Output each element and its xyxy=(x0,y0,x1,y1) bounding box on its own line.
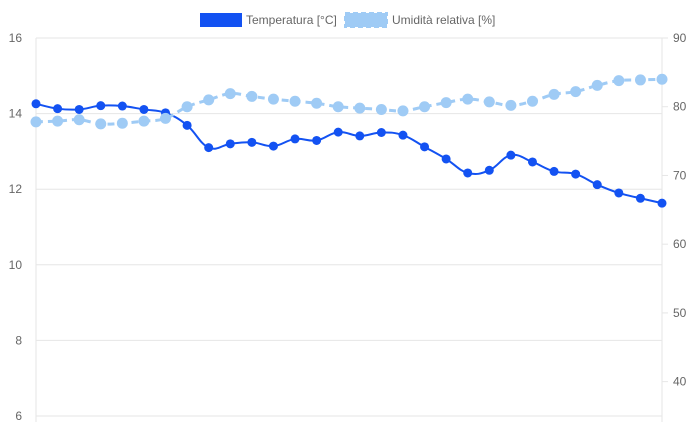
data-point-temperatura xyxy=(420,142,430,152)
data-point-umidita xyxy=(95,118,107,130)
y2-tick-label: 60 xyxy=(673,237,687,251)
series-layer xyxy=(30,73,668,208)
data-point-umidita xyxy=(289,95,301,107)
data-point-temperatura xyxy=(441,154,451,164)
data-point-umidita xyxy=(332,101,344,113)
data-point-umidita xyxy=(160,112,172,124)
y2-tick-label: 90 xyxy=(673,31,687,45)
data-point-temperatura xyxy=(549,166,559,176)
data-point-temperatura xyxy=(333,127,343,137)
legend-label-umidita: Umidità relativa [%] xyxy=(392,13,495,27)
legend: Temperatura [°C] Umidità relativa [%] xyxy=(200,12,495,28)
data-point-temperatura xyxy=(290,134,300,144)
data-point-temperatura xyxy=(527,157,537,167)
data-point-umidita xyxy=(354,102,366,114)
data-point-umidita xyxy=(224,88,236,100)
data-point-temperatura xyxy=(312,135,322,145)
data-point-temperatura xyxy=(31,99,41,109)
data-point-temperatura xyxy=(182,120,192,130)
data-point-umidita xyxy=(138,115,150,127)
data-point-umidita xyxy=(246,90,258,102)
y-tick-label: 14 xyxy=(9,107,23,121)
data-point-umidita xyxy=(505,99,517,111)
data-point-umidita xyxy=(419,101,431,113)
data-point-temperatura xyxy=(225,139,235,149)
data-point-umidita xyxy=(375,103,387,115)
data-point-umidita xyxy=(203,94,215,106)
data-point-temperatura xyxy=(614,188,624,198)
grid-lines xyxy=(36,37,662,417)
data-point-umidita xyxy=(267,93,279,105)
series-line-umidita xyxy=(35,77,663,126)
y-tick-label: 8 xyxy=(15,333,22,347)
y-tick-label: 12 xyxy=(9,182,23,196)
data-point-umidita xyxy=(462,93,474,105)
data-point-umidita xyxy=(52,115,64,127)
y2-tick-label: 50 xyxy=(673,306,687,320)
y-tick-label: 6 xyxy=(15,409,22,422)
data-point-temperatura xyxy=(117,101,127,111)
data-point-temperatura xyxy=(571,169,581,179)
data-point-temperatura xyxy=(74,104,84,114)
data-point-temperatura xyxy=(376,128,386,137)
data-point-umidita xyxy=(73,114,85,126)
data-point-umidita xyxy=(526,95,538,107)
data-point-umidita xyxy=(440,97,452,109)
legend-label-temperatura: Temperatura [°C] xyxy=(246,13,337,27)
data-point-temperatura xyxy=(635,193,645,203)
legend-swatch-umidita xyxy=(344,12,388,28)
data-point-umidita xyxy=(548,88,560,100)
data-point-umidita xyxy=(634,74,646,86)
data-point-temperatura xyxy=(657,198,667,208)
data-point-umidita xyxy=(397,105,409,117)
data-point-temperatura xyxy=(355,131,365,141)
data-point-umidita xyxy=(591,79,603,91)
data-point-temperatura xyxy=(139,104,149,114)
y-tick-label: 16 xyxy=(9,31,23,45)
data-point-umidita xyxy=(311,97,323,109)
data-point-temperatura xyxy=(592,180,602,190)
data-point-temperatura xyxy=(506,150,516,160)
y2-tick-label: 40 xyxy=(673,375,687,389)
data-point-temperatura xyxy=(247,137,257,147)
data-point-temperatura xyxy=(398,130,408,140)
data-point-umidita xyxy=(483,96,495,108)
data-point-umidita xyxy=(30,116,42,128)
axes: 6 8 10 12 14 16 40 50 60 70 80 90 xyxy=(9,31,687,422)
data-point-umidita xyxy=(613,75,625,87)
data-point-temperatura xyxy=(53,104,63,114)
data-point-temperatura xyxy=(463,168,473,178)
data-point-umidita xyxy=(656,73,668,85)
data-point-temperatura xyxy=(268,141,278,151)
y2-tick-label: 70 xyxy=(673,168,687,182)
y2-tick-label: 80 xyxy=(673,100,687,114)
data-point-temperatura xyxy=(96,101,106,111)
data-point-umidita xyxy=(116,117,128,129)
legend-swatch-temperatura xyxy=(200,13,242,27)
data-point-temperatura xyxy=(204,143,214,153)
series-line-temperatura xyxy=(35,102,663,205)
data-point-temperatura xyxy=(484,165,494,175)
y-tick-label: 10 xyxy=(9,258,23,272)
data-point-umidita xyxy=(570,86,582,98)
data-point-umidita xyxy=(181,101,193,113)
